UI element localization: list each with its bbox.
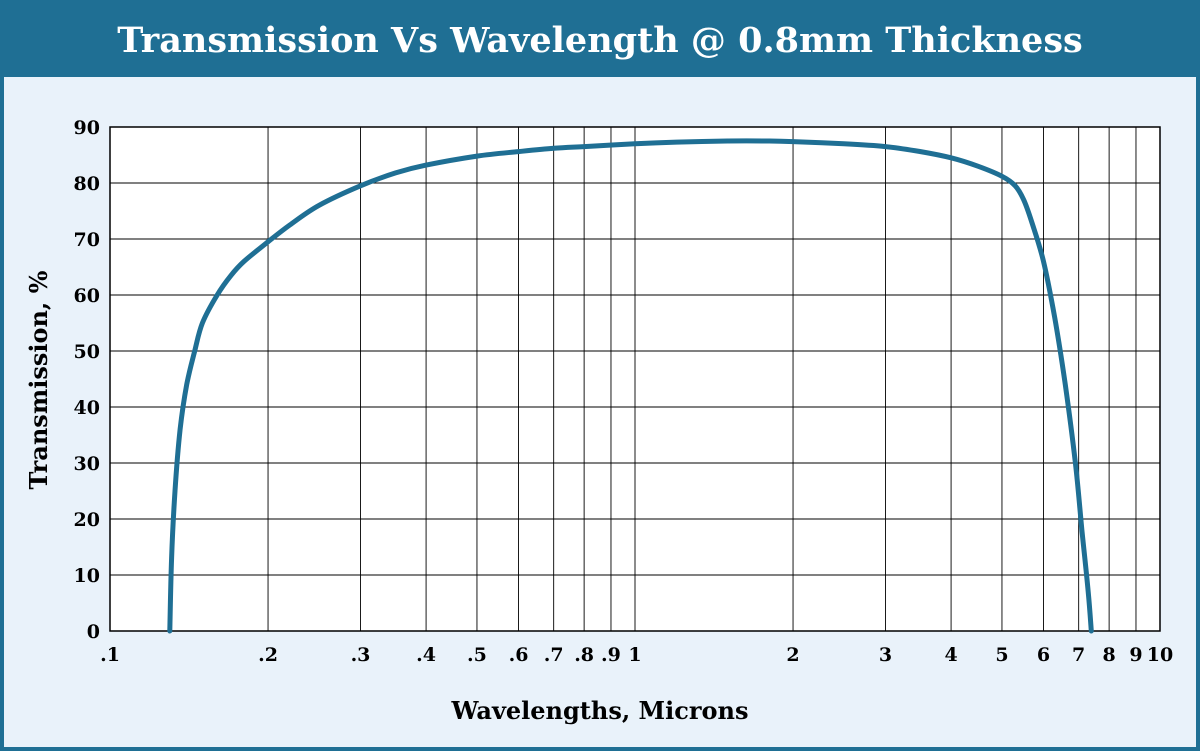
y-tick-label: 40 <box>74 397 100 419</box>
x-tick-label: .3 <box>351 644 371 666</box>
x-tick-label: 7 <box>1072 644 1085 666</box>
transmission-line <box>167 138 1094 634</box>
x-tick-label: 3 <box>879 644 892 666</box>
x-tick-label: 1 <box>628 644 641 666</box>
x-tick-labels: .1 .2 .3 .4 .5 .6 .7 .8 .9 1 2 3 4 5 6 7 8 9 10 <box>100 644 1173 666</box>
x-tick-label: 6 <box>1037 644 1050 666</box>
y-axis-title: Transmission, % <box>24 270 53 489</box>
y-tick-label: 0 <box>87 621 100 643</box>
y-tick-label: 20 <box>74 509 100 531</box>
x-tick-label: .7 <box>544 644 564 666</box>
x-tick-label: .9 <box>601 644 621 666</box>
x-tick-label: .4 <box>416 644 436 666</box>
x-tick-label: .2 <box>258 644 278 666</box>
y-tick-label: 50 <box>74 341 100 363</box>
x-tick-label: .8 <box>574 644 594 666</box>
x-axis-title: Wavelengths, Microns <box>451 696 749 725</box>
y-tick-label: 80 <box>74 173 100 195</box>
grid-lines <box>109 126 1161 632</box>
x-tick-label: .6 <box>509 644 529 666</box>
y-tick-labels: 0 10 20 30 40 50 60 70 80 90 <box>74 117 100 643</box>
x-tick-label: 8 <box>1103 644 1116 666</box>
y-tick-label: 70 <box>74 229 100 251</box>
x-tick-label: 5 <box>995 644 1008 666</box>
x-tick-label: 4 <box>944 644 957 666</box>
y-tick-label: 90 <box>74 117 100 139</box>
x-tick-label: 9 <box>1129 644 1142 666</box>
y-tick-label: 60 <box>74 285 100 307</box>
chart-title: Transmission Vs Wavelength @ 0.8mm Thick… <box>117 20 1083 61</box>
x-tick-label: 10 <box>1147 644 1173 666</box>
chart-title-bar: Transmission Vs Wavelength @ 0.8mm Thick… <box>4 4 1196 77</box>
y-tick-label: 30 <box>74 453 100 475</box>
x-tick-label: .5 <box>467 644 487 666</box>
x-tick-label: .1 <box>100 644 120 666</box>
x-tick-label: 2 <box>786 644 799 666</box>
y-tick-label: 10 <box>74 565 100 587</box>
